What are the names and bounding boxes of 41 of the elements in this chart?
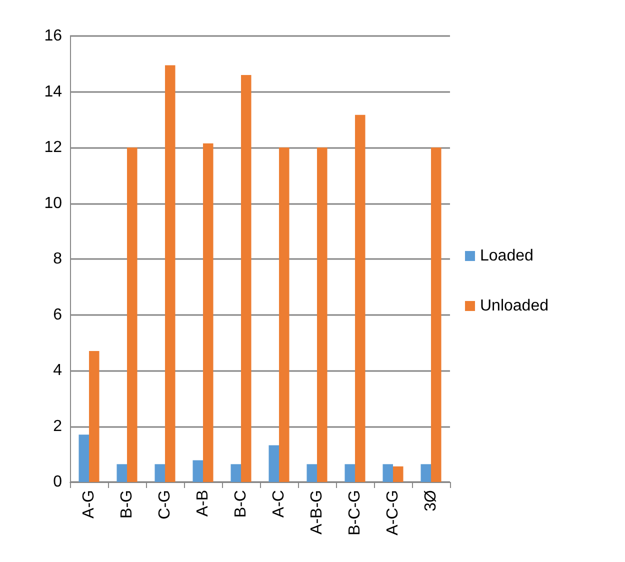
bar: [317, 148, 328, 482]
y-tick-label: 12: [44, 139, 62, 156]
x-tick-label: B-G: [118, 490, 136, 518]
y-tick-label: 4: [53, 362, 62, 379]
bar: [306, 464, 317, 482]
bar: [116, 464, 127, 482]
x-tick-label: A-C-G: [384, 490, 402, 536]
bar: [382, 464, 393, 482]
x-tick-label: A-G: [80, 490, 98, 518]
y-tick-label: 2: [53, 418, 62, 435]
y-tick-label: 10: [44, 194, 62, 212]
bar: [127, 148, 138, 482]
x-tick-label: B-C-G: [346, 490, 364, 536]
bar: [230, 464, 241, 482]
x-tick-label: A-C: [270, 490, 288, 518]
x-tick-label: A-B-G: [308, 490, 326, 534]
bar: [393, 466, 404, 482]
bar: [192, 460, 203, 482]
y-tick-label: 8: [53, 250, 62, 268]
x-tick-label: B-C: [232, 490, 250, 518]
bar: [89, 350, 100, 482]
bar: [431, 148, 442, 482]
bar: [154, 464, 165, 482]
bar: [203, 143, 214, 482]
legend-label: Loaded: [480, 248, 534, 264]
bar: [268, 445, 279, 482]
bar: [241, 75, 252, 482]
y-tick-label: 14: [44, 83, 62, 100]
bar: [344, 464, 355, 482]
bar: [420, 464, 431, 482]
bar: [78, 434, 89, 482]
legend-label: Unloaded: [480, 298, 548, 314]
bar: [355, 114, 366, 482]
x-tick-label: 3Ø: [422, 490, 440, 512]
y-tick-label: 0: [53, 474, 62, 490]
bar: [279, 148, 290, 482]
x-tick-label: C-G: [156, 490, 174, 520]
y-tick-label: 16: [44, 28, 62, 44]
y-tick-label: 6: [53, 306, 62, 324]
bar: [165, 65, 176, 482]
x-tick-label: A-B: [194, 490, 212, 517]
